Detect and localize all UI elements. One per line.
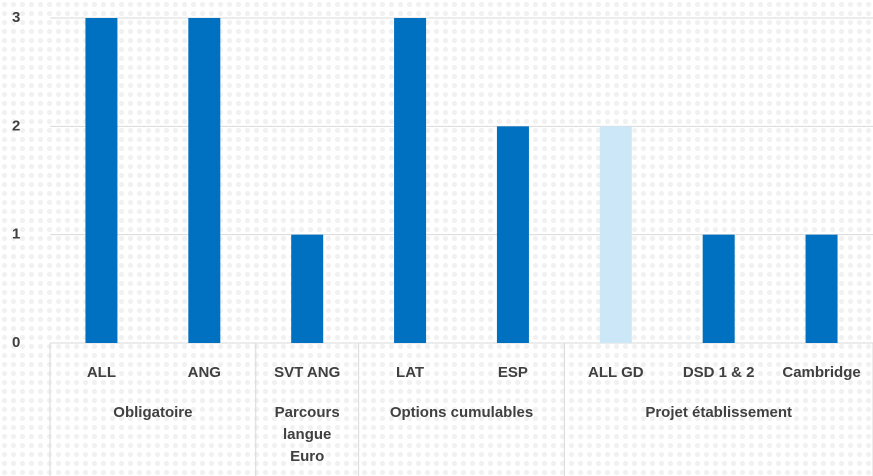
x-tick-label: DSD 1 & 2 (683, 364, 755, 381)
x-tick-label: SVT ANG (274, 364, 340, 381)
y-tick-label: 0 (12, 334, 20, 351)
bar (599, 126, 632, 343)
group-label: Parcours langue Euro (274, 404, 340, 465)
bar (291, 234, 324, 343)
bar (394, 18, 427, 343)
y-tick-label: 3 (12, 9, 20, 26)
y-tick-label: 1 (12, 226, 20, 243)
x-tick-label: LAT (396, 364, 424, 381)
x-tick-label: Cambridge (782, 364, 860, 381)
x-tick-label: ANG (188, 364, 221, 381)
bar (496, 126, 529, 343)
y-tick-label: 2 (12, 117, 20, 134)
group-label: Options cumulables (389, 404, 534, 421)
x-tick-label: ESP (498, 364, 528, 381)
x-tick-label: ALL (87, 364, 116, 381)
x-tick-label: ALL GD (588, 364, 644, 381)
bar (85, 18, 118, 343)
bar (805, 234, 838, 343)
bar (188, 18, 221, 343)
bar (702, 234, 735, 343)
group-label: Obligatoire (113, 404, 193, 421)
group-label: Projet établissement (645, 404, 793, 421)
